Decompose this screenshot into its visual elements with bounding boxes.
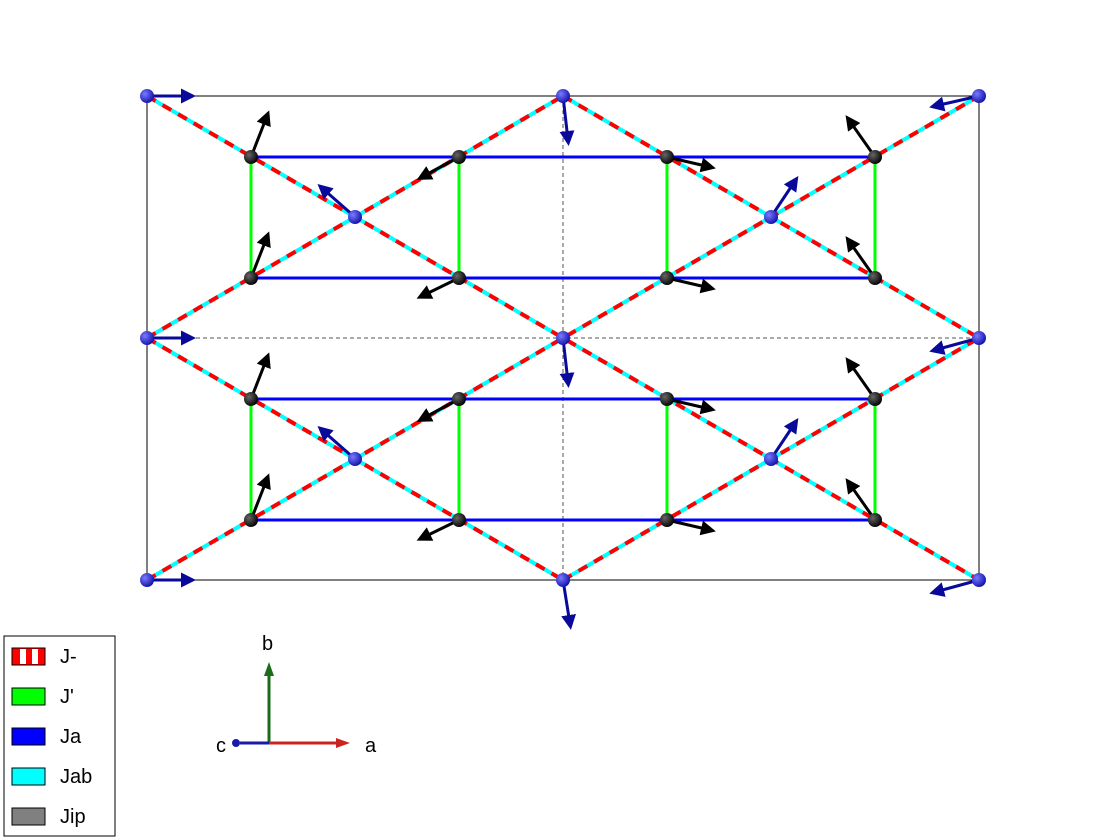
atom-black [868,271,882,285]
axes-indicator: b a c [216,633,377,757]
legend-swatch-stripe [32,649,38,664]
atom-black [244,513,258,527]
spin-arrow [317,426,356,461]
legend-label-3: Jab [60,766,92,788]
atom-black [868,392,882,406]
legend-swatch-2 [11,727,46,746]
atom-blue [556,89,570,103]
spin-arrow [249,231,271,279]
atoms [140,89,986,587]
ja-bonds [251,155,875,522]
atom-blue [556,331,570,345]
legend-swatch-3 [11,767,46,786]
spin-arrow [666,276,716,294]
atom-black [868,150,882,164]
spin-arrow [559,337,575,388]
spin-arrow [317,184,356,219]
atom-black [452,392,466,406]
spin-arrow [666,155,716,173]
legend-label-1: J' [60,686,74,708]
spin-arrow [845,115,877,158]
atom-black [660,513,674,527]
c-axis-dot [232,739,240,747]
atom-black [244,150,258,164]
c-axis-label: c [216,735,226,757]
spin-arrow [561,579,576,630]
legend-swatch-4 [11,807,46,826]
spin-arrow [929,94,980,112]
atom-black [244,392,258,406]
atom-blue [556,573,570,587]
legend: J- J' Ja Jab Jip [3,635,116,837]
spin-arrow [929,578,980,597]
atom-blue [972,331,986,345]
atom-black [452,150,466,164]
spin-arrow [769,418,799,460]
legend-label-0: J- [60,646,77,668]
a-axis-label: a [365,735,377,757]
b-axis-label: b [262,633,273,655]
spin-arrow [845,357,877,400]
spin-arrow [416,397,460,422]
atom-black [660,392,674,406]
legend-swatch-stripe [20,649,26,664]
atom-blue [972,573,986,587]
b-axis-arrowhead [264,662,274,676]
spin-arrow [416,155,460,180]
atom-blue [972,89,986,103]
atom-blue [140,89,154,103]
jprime-bonds [249,157,877,520]
atom-blue [348,210,362,224]
atom-black [660,271,674,285]
spin-arrow [929,336,980,355]
atom-blue [764,210,778,224]
a-axis-arrowhead [336,738,350,748]
atom-black [452,513,466,527]
spin-arrow [249,110,271,158]
legend-swatch-jminus [11,647,46,666]
legend-label-4: Jip [60,806,86,828]
spin-arrow [666,518,716,536]
spin-arrow [666,397,716,415]
atom-blue [764,452,778,466]
atom-blue [348,452,362,466]
atom-blue [140,573,154,587]
atom-black [244,271,258,285]
spin-arrow [769,176,799,218]
legend-swatch-1 [11,687,46,706]
spin-arrow [249,352,271,400]
spin-arrow [559,95,575,146]
atom-blue [140,331,154,345]
spin-arrow [249,473,271,521]
atom-black [868,513,882,527]
spin-arrow [845,236,877,279]
legend-label-2: Ja [60,726,82,748]
atom-black [660,150,674,164]
atom-black [452,271,466,285]
spin-arrow [845,478,877,521]
